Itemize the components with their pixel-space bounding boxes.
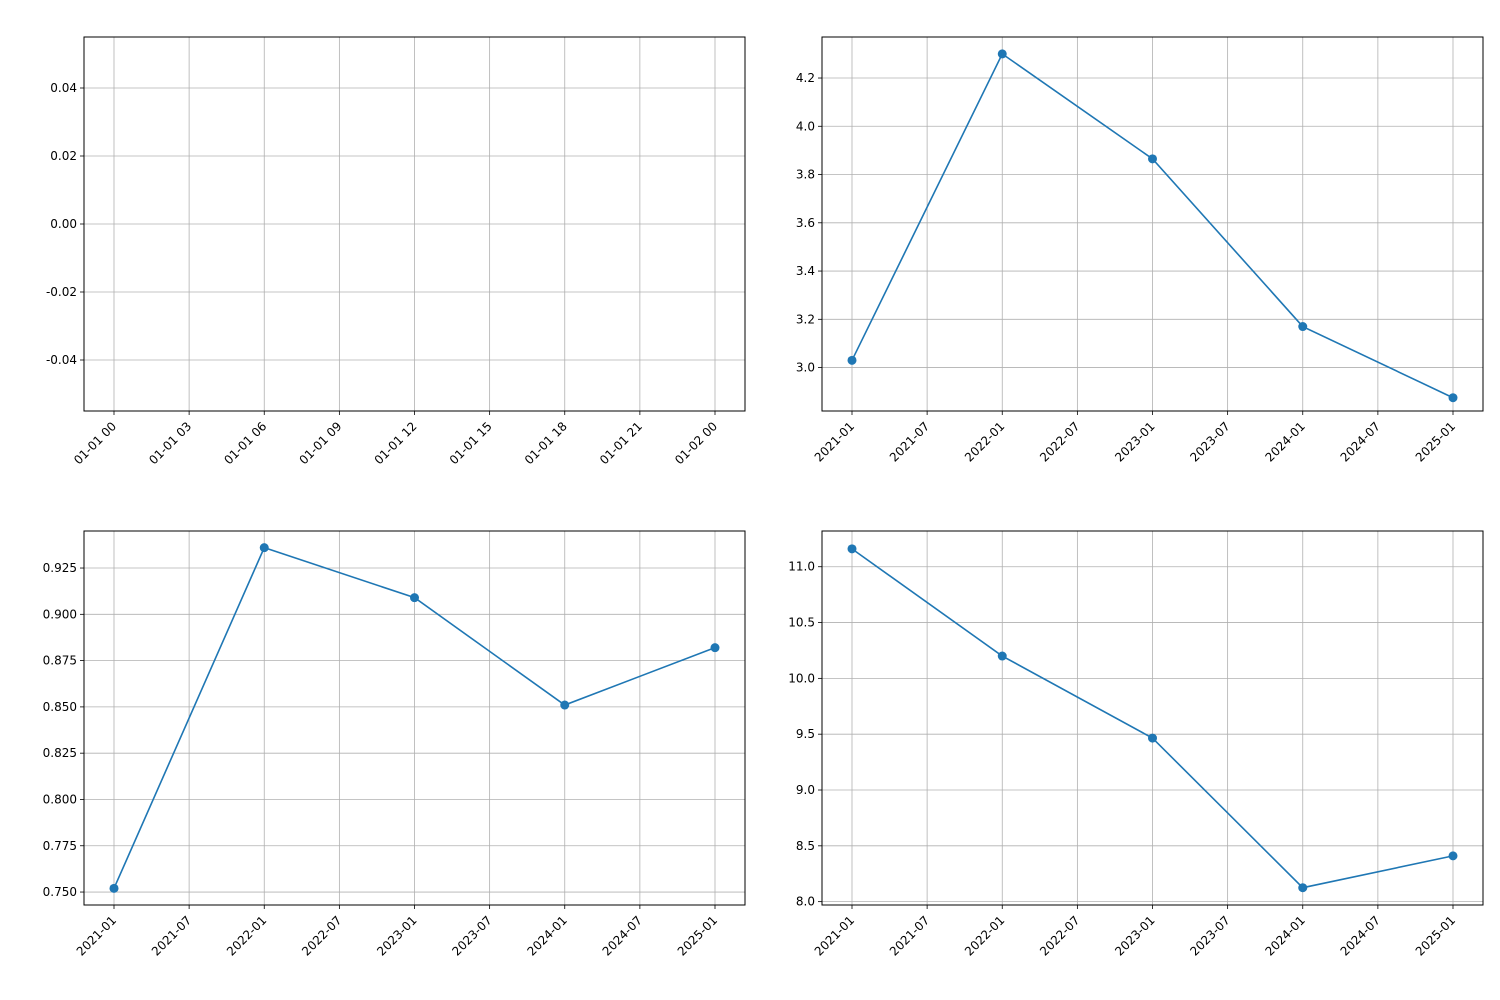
x-tick-label: 2022-07 [299, 913, 344, 958]
x-tick-label: 2021-01 [812, 419, 857, 464]
data-point [847, 355, 857, 365]
x-tick-label: 01-01 21 [597, 419, 645, 467]
y-tick-label: 0.850 [43, 700, 77, 714]
y-tick-label: 8.5 [796, 839, 815, 853]
data-point [1448, 851, 1458, 861]
x-tick-label: 2023-07 [449, 913, 494, 958]
y-tick-label: 0.825 [43, 746, 77, 760]
y-tick-label: 11.0 [788, 560, 815, 574]
x-tick-label: 2025-01 [1413, 913, 1458, 958]
y-tick-label: 3.6 [796, 216, 815, 230]
y-tick-label: -0.02 [46, 285, 77, 299]
data-point [1298, 322, 1308, 332]
x-tick-label: 01-01 06 [221, 419, 269, 467]
x-tick-label: 2024-01 [1263, 913, 1308, 958]
x-tick-label: 2021-07 [887, 913, 932, 958]
chart-2: 2021-01 2021-07 2022-01 2022-07 2023-01 2023-… [796, 36, 1484, 465]
data-point [560, 700, 570, 710]
x-tick-label: 2022-01 [962, 419, 1007, 464]
y-tick-label: 3.2 [796, 312, 815, 326]
y-tick-label: 3.4 [796, 264, 815, 278]
y-tick-label: 3.0 [796, 361, 815, 375]
y-tick-label: 0.875 [43, 654, 77, 668]
plot-frame [83, 36, 746, 412]
plot-frame [821, 530, 1484, 906]
x-tick-label: 2022-01 [224, 913, 269, 958]
x-tick-label: 2023-07 [1187, 913, 1232, 958]
data-point [410, 593, 419, 603]
plot-frame [821, 36, 1484, 412]
y-tick-label: 9.0 [796, 783, 815, 797]
y-tick-label: 0.00 [50, 217, 77, 231]
y-tick-label: 0.800 [43, 792, 77, 806]
x-tick-label: 01-01 18 [522, 419, 570, 467]
y-tick-label: 0.925 [43, 561, 77, 575]
y-tick-label: -0.04 [46, 353, 77, 367]
chart-3: 2021-01 2021-07 2022-01 2022-07 2023-01 2023-… [43, 530, 746, 959]
y-tick-label: 4.2 [796, 71, 815, 85]
x-tick-label: 2024-07 [1338, 913, 1383, 958]
x-tick-label: 2021-01 [812, 913, 857, 958]
x-tick-label: 2022-01 [962, 913, 1007, 958]
data-point [1448, 393, 1458, 403]
x-tick-label: 2024-07 [600, 913, 645, 958]
data-point [1148, 154, 1157, 164]
x-tick-label: 2021-07 [149, 913, 194, 958]
x-tick-label: 2025-01 [1413, 419, 1458, 464]
y-tick-label: 9.5 [796, 727, 815, 741]
y-tick-label: 10.5 [788, 616, 815, 630]
x-tick-label: 2021-01 [74, 913, 119, 958]
y-tick-label: 3.8 [796, 168, 815, 182]
x-tick-label: 01-01 12 [372, 419, 420, 467]
x-tick-label: 2023-01 [374, 913, 419, 958]
x-tick-label: 01-01 00 [71, 419, 119, 467]
plot-frame [83, 530, 746, 906]
data-point [1148, 733, 1157, 743]
x-tick-label: 2024-01 [1263, 419, 1308, 464]
data-point [1298, 883, 1308, 893]
x-tick-label: 2023-01 [1112, 419, 1157, 464]
y-tick-label: 0.900 [43, 607, 77, 621]
y-tick-label: 0.750 [43, 885, 77, 899]
data-point [997, 49, 1007, 59]
y-tick-label: 8.0 [796, 895, 815, 909]
y-tick-label: 0.02 [50, 149, 77, 163]
data-point [997, 651, 1007, 661]
data-point [710, 643, 720, 653]
x-tick-label: 2024-07 [1338, 419, 1383, 464]
x-tick-label: 01-01 03 [146, 419, 194, 467]
y-tick-label: 4.0 [796, 119, 815, 133]
x-tick-label: 2024-01 [525, 913, 570, 958]
x-tick-label: 2022-07 [1037, 419, 1082, 464]
x-tick-label: 01-01 09 [296, 419, 344, 467]
data-point [109, 883, 119, 893]
chart-4: 2021-01 2021-07 2022-01 2022-07 2023-01 2023-… [788, 530, 1484, 959]
x-tick-label: 01-01 15 [447, 419, 495, 467]
data-point [847, 544, 857, 554]
y-tick-label: 10.0 [788, 671, 815, 685]
x-tick-label: 2023-01 [1112, 913, 1157, 958]
x-tick-label: 2021-07 [887, 419, 932, 464]
y-tick-label: 0.775 [43, 839, 77, 853]
x-tick-label: 01-02 00 [672, 419, 720, 467]
y-tick-label: 0.04 [50, 81, 77, 95]
x-tick-label: 2025-01 [675, 913, 720, 958]
chart-1: 01-01 00 01-01 03 01-01 06 01-01 09 01-01 12… [46, 36, 746, 467]
x-tick-label: 2022-07 [1037, 913, 1082, 958]
data-point [259, 543, 269, 553]
x-tick-label: 2023-07 [1187, 419, 1232, 464]
